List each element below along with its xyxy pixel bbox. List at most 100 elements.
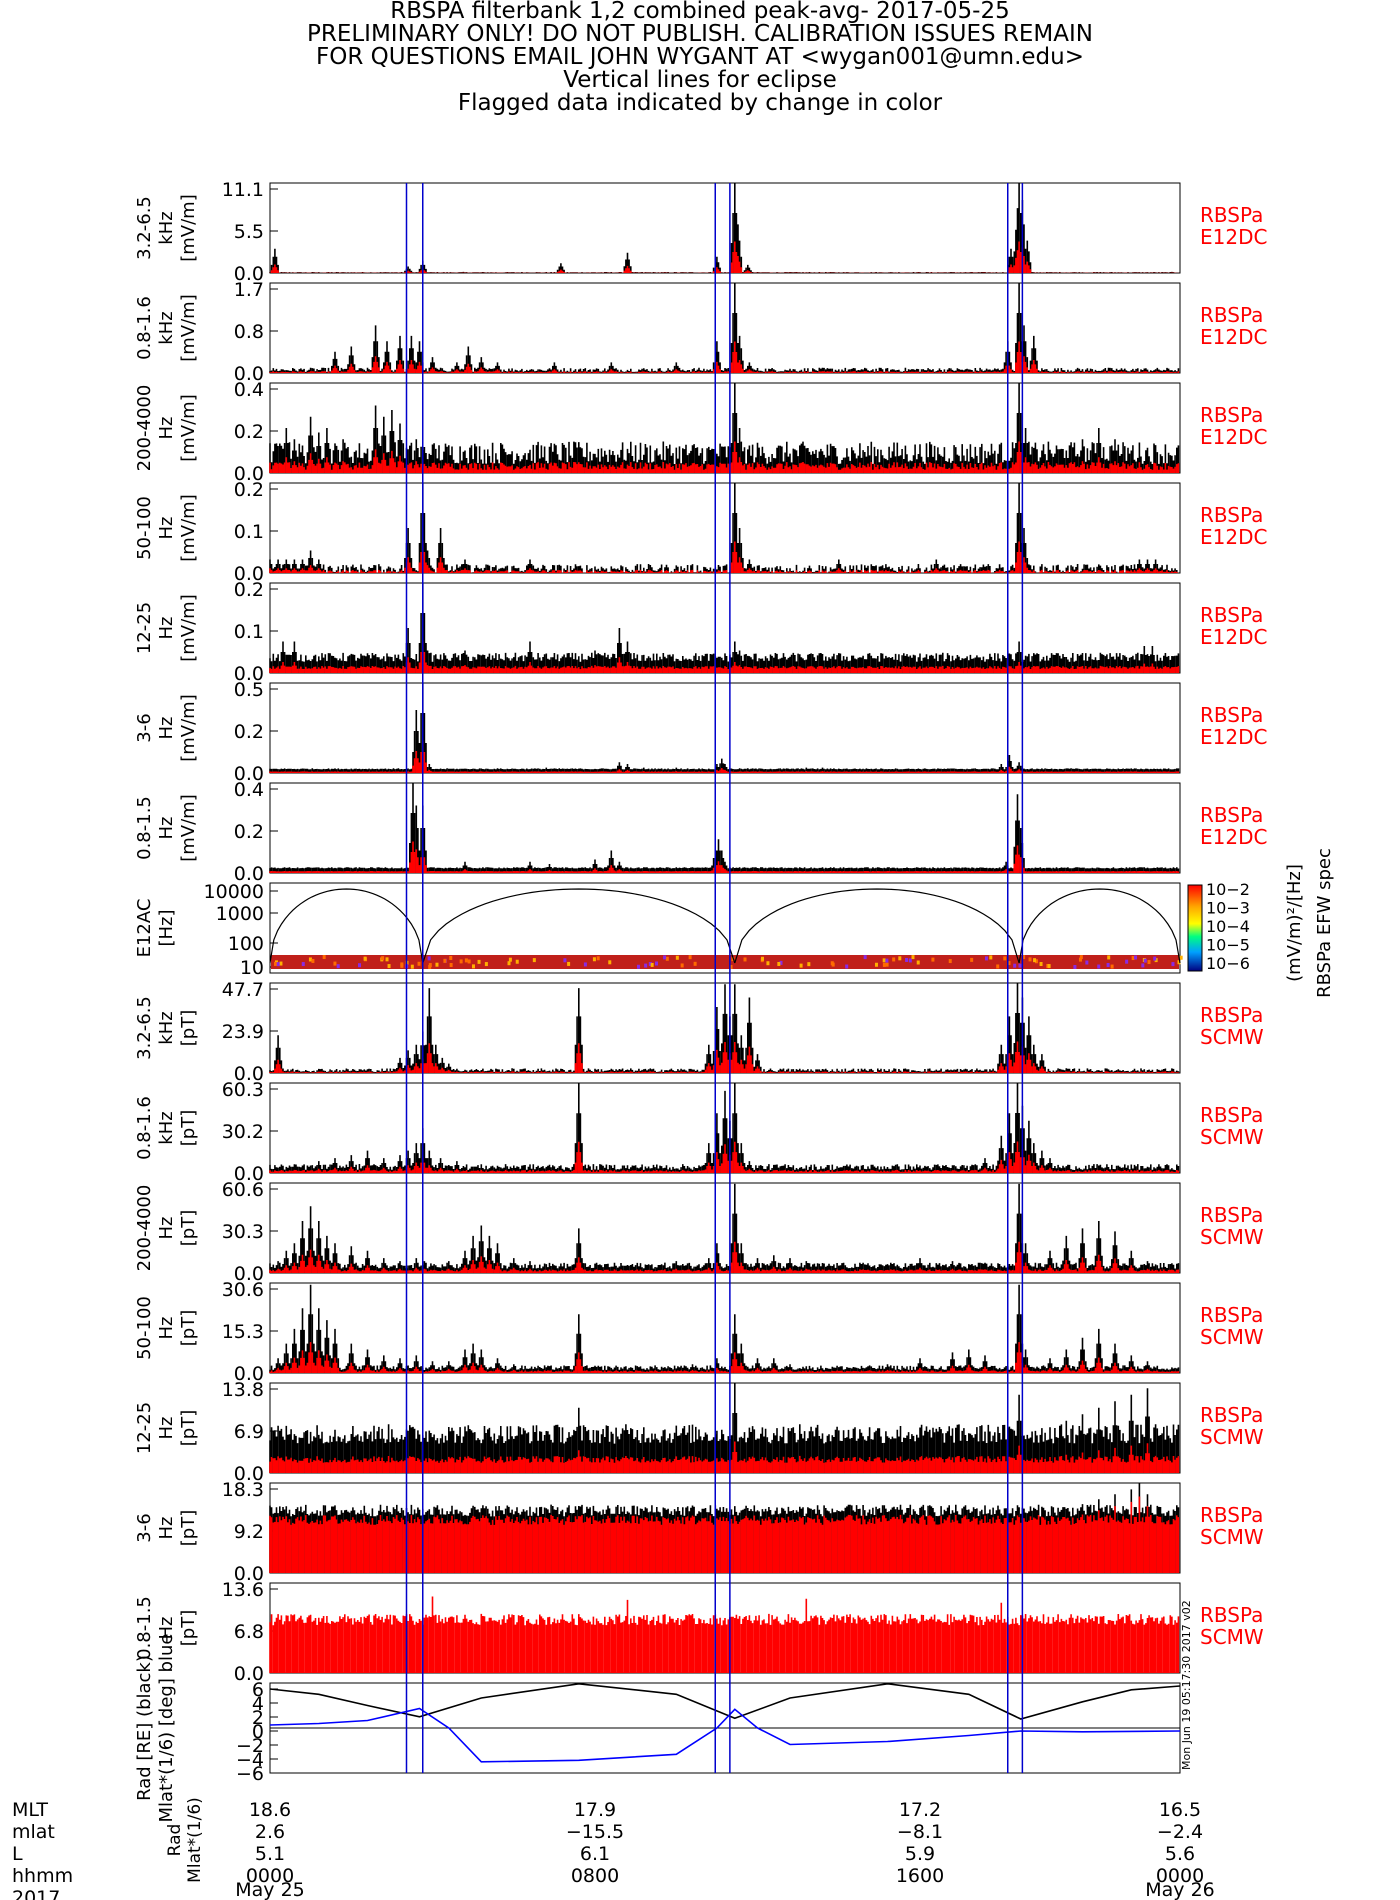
x-axis-mlt: 17.9	[574, 1799, 616, 1821]
y-tick-label: 6.8	[234, 1621, 264, 1643]
y-axis-label: [pT]	[178, 1210, 199, 1246]
y-tick-label: 0.2	[234, 421, 264, 443]
y-axis-label: [pT]	[178, 1110, 199, 1146]
y-tick-label: 0.1	[234, 621, 264, 643]
spectrum-speck	[385, 957, 389, 962]
y-axis-label: kHz	[156, 1011, 177, 1044]
spectrum-speck	[471, 964, 475, 969]
x-axis-date: May 25	[235, 1879, 305, 1900]
y-tick-label: 30.3	[222, 1221, 264, 1243]
y-tick-label: 10000	[204, 881, 264, 903]
spectrum-speck	[1097, 964, 1101, 969]
avg-trace	[269, 1342, 1180, 1373]
y-axis-label: [mV/m]	[178, 294, 199, 362]
spectrum-speck	[729, 964, 733, 969]
spectrum-speck	[427, 956, 431, 961]
panel-source-label: RBSPa	[1200, 1503, 1263, 1527]
spectrum-speck	[333, 961, 337, 966]
cyclotron-curve	[422, 888, 736, 964]
x-axis-l: 5.6	[1165, 1843, 1195, 1865]
x-axis-l: 5.1	[255, 1843, 285, 1865]
y-axis-label: 3-6	[134, 1513, 155, 1542]
x-axis-hhmm: 0000	[1156, 1865, 1204, 1887]
panel-source-label: RBSPa	[1200, 1103, 1263, 1127]
peak-trace	[269, 383, 1180, 473]
panel-source-label: RBSPa	[1200, 803, 1263, 827]
peak-trace	[269, 1083, 1180, 1173]
peak-trace	[269, 1383, 1180, 1473]
avg-trace	[269, 1496, 1180, 1573]
avg-trace	[269, 241, 1180, 273]
y-tick-label: 6	[252, 1679, 264, 1701]
y-axis-label: [pT]	[178, 1310, 199, 1346]
y-tick-label: 0.0	[234, 463, 264, 485]
y-tick-label: 13.8	[222, 1379, 264, 1401]
peak-trace	[269, 1183, 1180, 1273]
spectrum-speck	[655, 961, 659, 966]
y-axis-label: Hz	[156, 1417, 177, 1440]
avg-trace	[269, 341, 1180, 373]
y-tick-label: 0.1	[234, 521, 264, 543]
y-tick-label: 30.6	[222, 1279, 264, 1301]
panel-source-label: RBSPa	[1200, 703, 1263, 727]
spectrum-speck	[1013, 963, 1017, 968]
spectrum-speck	[984, 956, 988, 961]
x-axis-mlat: 2.6	[255, 1821, 285, 1843]
spectrum-speck	[1007, 961, 1011, 966]
spectrum-speck	[1177, 960, 1181, 965]
y-axis-label: [mV/m]	[178, 494, 199, 562]
peak-trace	[269, 1284, 1180, 1373]
panel-source-label: RBSPa	[1200, 303, 1263, 327]
spectrum-speck	[874, 962, 878, 967]
spectrum-speck	[905, 957, 909, 962]
panel-source-label: RBSPa	[1200, 1403, 1263, 1427]
colorbar-title: RBSPa EFW spec	[1314, 848, 1335, 998]
spectrum-speck	[428, 963, 432, 968]
spectrum-speck	[1078, 957, 1082, 962]
spectrum-speck	[908, 958, 912, 963]
y-tick-label: 0.0	[234, 1163, 264, 1185]
spectrum-speck	[885, 958, 889, 963]
y-tick-label: 0.0	[234, 1663, 264, 1685]
y-tick-label: 6.9	[234, 1421, 264, 1443]
y-tick-label: 11.1	[222, 179, 264, 201]
x-axis-rad-label: Rad	[165, 1824, 185, 1857]
x-axis-mlat: −2.4	[1157, 1821, 1203, 1843]
spectrum-speck	[688, 955, 692, 960]
cyclotron-curve	[269, 888, 424, 964]
y-axis-label: kHz	[156, 311, 177, 344]
colorbar-tick: 10−3	[1206, 899, 1250, 918]
x-axis-row-label: 2017	[12, 1887, 60, 1900]
y-tick-label: 0.0	[234, 1363, 264, 1385]
spectrum-speck	[665, 956, 669, 961]
y-tick-label: 60.6	[222, 1179, 264, 1201]
y-tick-label: 0.0	[234, 763, 264, 785]
spectrum-speck	[363, 956, 367, 961]
spectrum-speck	[608, 960, 612, 965]
y-axis-label: Rad [RE] (black)	[134, 1655, 155, 1801]
y-tick-label: 5.5	[234, 221, 264, 243]
cyclotron-curve	[1018, 888, 1181, 964]
panel-source-label: RBSPa	[1200, 503, 1263, 527]
spectrum-speck	[1003, 956, 1007, 961]
spectrum-speck	[276, 962, 280, 967]
panel-source-label: RBSPa	[1200, 1203, 1263, 1227]
y-tick-label: 10	[240, 957, 264, 979]
x-axis-hhmm: 0800	[571, 1865, 619, 1887]
title-line-2: PRELIMINARY ONLY! DO NOT PUBLISH. CALIBR…	[306, 21, 1093, 47]
y-axis-label: [mV/m]	[178, 394, 199, 462]
spectrum-speck	[779, 960, 783, 965]
avg-trace	[269, 641, 1180, 673]
peak-trace	[269, 683, 1180, 773]
spectrum-speck	[648, 961, 652, 966]
spectrum-speck	[777, 961, 781, 966]
y-axis-label: Hz	[156, 817, 177, 840]
x-axis-mlt: 17.2	[899, 1799, 941, 1821]
spectrum-speck	[1022, 955, 1026, 960]
